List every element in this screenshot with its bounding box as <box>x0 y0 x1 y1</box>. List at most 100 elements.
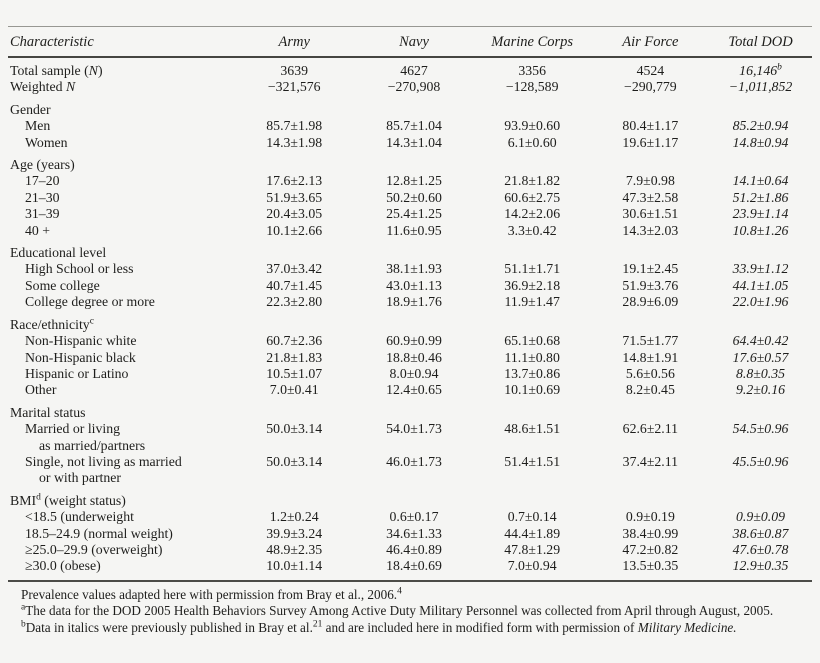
cell-value: 47.2±0.82 <box>622 541 679 557</box>
cell-value: 4524 <box>636 63 665 78</box>
cell-value: 43.0±1.13 <box>386 277 442 293</box>
cell-value: 14.8±1.91 <box>622 349 679 365</box>
cell-value: 19.1±2.45 <box>622 261 679 277</box>
cell-marine-corps: 10.1±0.69 <box>473 382 592 398</box>
cell-marine-corps: 21.8±1.82 <box>473 173 592 189</box>
cell-value: 38.4±0.99 <box>622 525 679 541</box>
table-row: Women 14.3±1.98 14.3±1.04 6.1±0.60 19.6±1.17… <box>8 135 812 151</box>
cell-value: 18.9±1.76 <box>386 294 442 310</box>
cell-value: 14.8±0.94 <box>732 134 789 150</box>
cell-air-force: 8.2±0.45 <box>592 382 709 398</box>
table-row: Married or living as married/partners 50.0… <box>8 421 812 454</box>
cell-navy: 34.6±1.33 <box>355 526 472 542</box>
text-part: Non-Hispanic white <box>25 333 137 349</box>
cell-total-dod: 8.8±0.35 <box>709 366 812 382</box>
cell-value: 18.8±0.46 <box>386 349 442 365</box>
cell-marine-corps: 14.2±2.06 <box>473 206 592 222</box>
cell-value: 71.5±1.77 <box>622 333 679 349</box>
cell-navy: 8.0±0.94 <box>355 366 472 382</box>
cell-air-force: 38.4±0.99 <box>592 526 709 542</box>
cell-total-dod: 17.6±0.57 <box>709 350 812 366</box>
italic-text-part: N <box>65 79 76 95</box>
cell-value: 60.6±2.75 <box>504 189 561 205</box>
cell-navy: −270,908 <box>355 79 472 95</box>
cell-marine-corps: 60.6±2.75 <box>473 190 592 206</box>
row-label: Single, not living as married or with par… <box>8 454 233 487</box>
cell-air-force: 30.6±1.51 <box>592 206 709 222</box>
section-row: Educational level <box>8 239 812 261</box>
footnotes: Prevalence values adapted here with perm… <box>8 587 812 637</box>
cell-total-dod: 14.8±0.94 <box>709 135 812 151</box>
text-part: Single, not living as married <box>25 453 182 469</box>
cell-total-dod: 51.2±1.86 <box>709 190 812 206</box>
cell-value: 10.0±1.14 <box>266 558 323 574</box>
cell-army: 22.3±2.80 <box>233 294 355 310</box>
section-label: Gender <box>8 96 812 118</box>
section-row: BMId (weight status) <box>8 487 812 509</box>
cell-air-force: 7.9±0.98 <box>592 173 709 189</box>
cell-army: 85.7±1.98 <box>233 118 355 134</box>
cell-value: 17.6±0.57 <box>732 349 789 365</box>
cell-marine-corps: 93.9±0.60 <box>473 118 592 134</box>
cell-value: 3639 <box>280 63 308 78</box>
cell-value: 33.9±1.12 <box>732 261 789 277</box>
cell-value: 37.0±3.42 <box>266 261 323 277</box>
cell-value: 54.5±0.96 <box>732 421 789 437</box>
cell-value: 21.8±1.83 <box>266 349 323 365</box>
cell-navy: 60.9±0.99 <box>355 333 472 349</box>
section-row: Age (years) <box>8 151 812 173</box>
cell-value: 64.4±0.42 <box>732 333 789 349</box>
text-part: High School or less <box>25 261 134 277</box>
cell-air-force: 62.6±2.11 <box>592 421 709 454</box>
cell-value: 6.1±0.60 <box>507 134 557 150</box>
cell-value: 0.7±0.14 <box>507 509 557 525</box>
cell-value: 16,146 <box>739 63 778 78</box>
text-part: Marital status <box>10 404 86 420</box>
column-header-air-force: Air Force <box>591 26 710 58</box>
row-label: 17–20 <box>8 173 233 189</box>
text-part: Total sample ( <box>10 63 89 78</box>
cell-value: 12.8±1.25 <box>386 173 442 189</box>
row-label: College degree or more <box>8 294 233 310</box>
cell-value: −128,589 <box>505 79 559 95</box>
cell-army: 7.0±0.41 <box>233 382 355 398</box>
table-row: <18.5 (underweight 1.2±0.24 0.6±0.17 0.7±0.… <box>8 509 812 525</box>
cell-total-dod: 12.9±0.35 <box>709 558 812 580</box>
cell-army: 10.0±1.14 <box>233 558 355 580</box>
cell-air-force: 80.4±1.17 <box>592 118 709 134</box>
section-row: Gender <box>8 96 812 118</box>
cell-army: 39.9±3.24 <box>233 526 355 542</box>
text-part: Non-Hispanic black <box>25 349 136 365</box>
cell-navy: 11.6±0.95 <box>355 223 472 239</box>
cell-air-force: 19.1±2.45 <box>592 261 709 277</box>
cell-value: 38.6±0.87 <box>732 525 789 541</box>
cell-air-force: 47.2±0.82 <box>592 542 709 558</box>
cell-value: 8.0±0.94 <box>389 365 439 381</box>
cell-army: 48.9±2.35 <box>233 542 355 558</box>
text-part: Some college <box>25 277 100 293</box>
cell-value: 48.6±1.51 <box>504 421 561 437</box>
cell-marine-corps: 3356 <box>473 57 592 79</box>
cell-marine-corps: 11.9±1.47 <box>473 294 592 310</box>
cell-total-dod: 22.0±1.96 <box>709 294 812 310</box>
cell-air-force: 28.9±6.09 <box>592 294 709 310</box>
text-part: Gender <box>10 101 51 117</box>
column-header-navy: Navy <box>355 26 473 58</box>
cell-marine-corps: 13.7±0.86 <box>473 366 592 382</box>
text-part: 18.5–24.9 (normal weight) <box>25 525 173 541</box>
section-row: Marital status <box>8 399 812 421</box>
cell-value: −321,576 <box>267 79 321 95</box>
cell-value: 14.2±2.06 <box>504 206 561 222</box>
cell-army: 21.8±1.83 <box>233 350 355 366</box>
text-part: Hispanic or Latino <box>25 365 129 381</box>
cell-value: 10.1±2.66 <box>266 222 323 238</box>
header-row: Characteristic Army Navy Marine Corps Air Fo… <box>8 26 812 58</box>
cell-total-dod: 33.9±1.12 <box>709 261 812 277</box>
footnote: aThe data for the DOD 2005 Health Behavi… <box>8 603 812 620</box>
cell-value: 17.6±2.13 <box>266 173 323 189</box>
row-label: <18.5 (underweight <box>8 509 233 525</box>
cell-air-force: 37.4±2.11 <box>592 454 709 487</box>
cell-value: 51.1±1.71 <box>504 261 561 277</box>
cell-value: 14.3±2.03 <box>622 222 679 238</box>
text-part: Weighted <box>10 79 66 95</box>
